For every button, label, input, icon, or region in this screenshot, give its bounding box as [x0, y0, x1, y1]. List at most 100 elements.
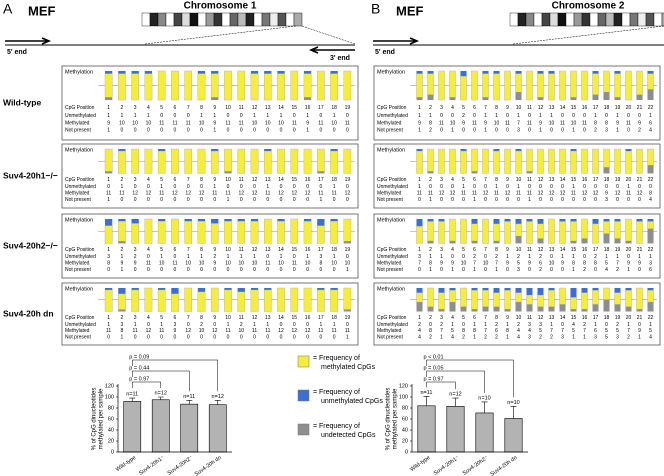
- cpg-methylated: [237, 221, 246, 244]
- cpg-count: 1: [147, 113, 150, 119]
- cpg-position: 2: [429, 315, 432, 321]
- cpg-position: 3: [440, 177, 443, 183]
- cpg-count: 11: [472, 191, 477, 197]
- cpg-position: 6: [473, 247, 476, 253]
- three-end-label: 3' end: [330, 55, 350, 62]
- cpg-methylated: [449, 290, 456, 303]
- cpg-count: 0: [306, 197, 309, 203]
- cpg-count: 0: [280, 322, 283, 328]
- cpg-position: 22: [648, 247, 654, 253]
- cpg-not-present: [570, 309, 577, 312]
- cpg-count: 0: [160, 113, 163, 119]
- cpg-methylated: [581, 148, 588, 174]
- cpg-methylated: [636, 70, 643, 95]
- cpg-count: 0: [293, 267, 296, 273]
- cpg-count: 0: [134, 197, 137, 203]
- cpg-methylated: [482, 218, 489, 244]
- cpg-count: 0: [174, 128, 177, 134]
- cpg-count: 2: [517, 322, 520, 328]
- y-tick-label: 40: [402, 427, 408, 433]
- cpg-count: 0: [134, 184, 137, 190]
- cpg-count: 2: [539, 267, 542, 273]
- cpg-unmethylated: [504, 219, 511, 222]
- cpg-count: 8: [462, 328, 465, 334]
- row-label: CpG Position: [65, 105, 95, 111]
- cpg-count: 1: [572, 267, 575, 273]
- cpg-count: 1: [187, 254, 190, 260]
- cpg-position: 1: [418, 177, 421, 183]
- cpg-position: 5: [462, 105, 465, 111]
- cpg-count: 1: [517, 113, 520, 119]
- cpg-position: 3: [440, 315, 443, 321]
- cpg-count: 8: [605, 120, 608, 126]
- cpg-methylated: [224, 221, 232, 244]
- cpg-count: 9: [134, 261, 137, 267]
- chromosome-band: [581, 12, 591, 27]
- cpg-unmethylated: [158, 149, 166, 152]
- cpg-unmethylated: [250, 288, 259, 290]
- cpg-count: 11: [417, 191, 422, 197]
- cpg-methylated: [460, 287, 467, 307]
- cpg-position: 11: [239, 247, 244, 253]
- cpg-methylated: [144, 218, 153, 244]
- cpg-count: 9: [440, 261, 443, 267]
- row-label: Not present: [377, 267, 403, 273]
- cpg-position: 16: [305, 105, 311, 111]
- cpg-unmethylated: [264, 288, 272, 290]
- cpg-methylated: [224, 148, 232, 172]
- chromosome-band: [141, 12, 151, 27]
- cpg-position: 10: [225, 315, 231, 321]
- cpg-position: 15: [571, 247, 577, 253]
- cpg-methylated: [118, 293, 126, 310]
- cpg-count: 1: [572, 184, 575, 190]
- cpg-position: 14: [278, 177, 284, 183]
- cpg-methylated: [559, 221, 566, 244]
- chromosome-band: [253, 12, 263, 27]
- chromosome-band: [541, 12, 551, 27]
- cpg-count: 0: [440, 184, 443, 190]
- cpg-position: 1: [107, 105, 110, 111]
- cpg-count: 1: [121, 184, 124, 190]
- chromosome-band: [629, 12, 639, 27]
- y-axis-label: % of CpG dinucleotides: [92, 388, 98, 451]
- cpg-position: 21: [637, 177, 643, 183]
- cpg-not-present: [449, 240, 456, 244]
- cpg-methylated: [250, 73, 259, 101]
- cpg-count: 1: [107, 128, 110, 134]
- cpg-count: 0: [484, 267, 487, 273]
- cpg-not-present: [118, 241, 126, 244]
- cpg-count: 0: [605, 184, 608, 190]
- p-value: p = 0.05: [424, 365, 444, 371]
- cpg-position: 9: [506, 315, 509, 321]
- cpg-methylated: [197, 221, 206, 244]
- cpg-position: 8: [200, 105, 203, 111]
- cpg-unmethylated: [158, 219, 166, 222]
- cpg-methylated: [237, 70, 246, 101]
- cpg-count: 0: [280, 334, 283, 340]
- cpg-count: 0: [240, 334, 243, 340]
- cpg-count: 10: [331, 120, 337, 126]
- cpg-count: 0: [293, 113, 296, 119]
- cpg-not-present: [427, 240, 434, 244]
- cpg-count: 9: [539, 120, 542, 126]
- cpg-unmethylated: [515, 288, 522, 293]
- cpg-count: 12: [199, 191, 205, 197]
- cpg-position: 12: [538, 105, 544, 111]
- cpg-count: 0: [605, 113, 608, 119]
- cpg-count: 0: [484, 197, 487, 203]
- cpg-methylated: [614, 148, 621, 174]
- n-label: n=11: [183, 394, 195, 400]
- cpg-count: 10: [185, 261, 191, 267]
- cpg-count: 1: [107, 113, 110, 119]
- cpg-not-present: [515, 302, 522, 312]
- cpg-not-present: [603, 233, 610, 244]
- legend-swatch: [297, 355, 310, 368]
- cpg-count: 0: [627, 113, 630, 119]
- cpg-count: 0: [293, 322, 296, 328]
- cpg-count: 0: [638, 197, 641, 203]
- cpg-position: 13: [265, 247, 271, 253]
- y-axis-label: methylated per sample: [99, 388, 105, 449]
- cpg-count: 0: [253, 197, 256, 203]
- cpg-count: 4: [649, 334, 652, 340]
- cpg-count: 2: [627, 334, 630, 340]
